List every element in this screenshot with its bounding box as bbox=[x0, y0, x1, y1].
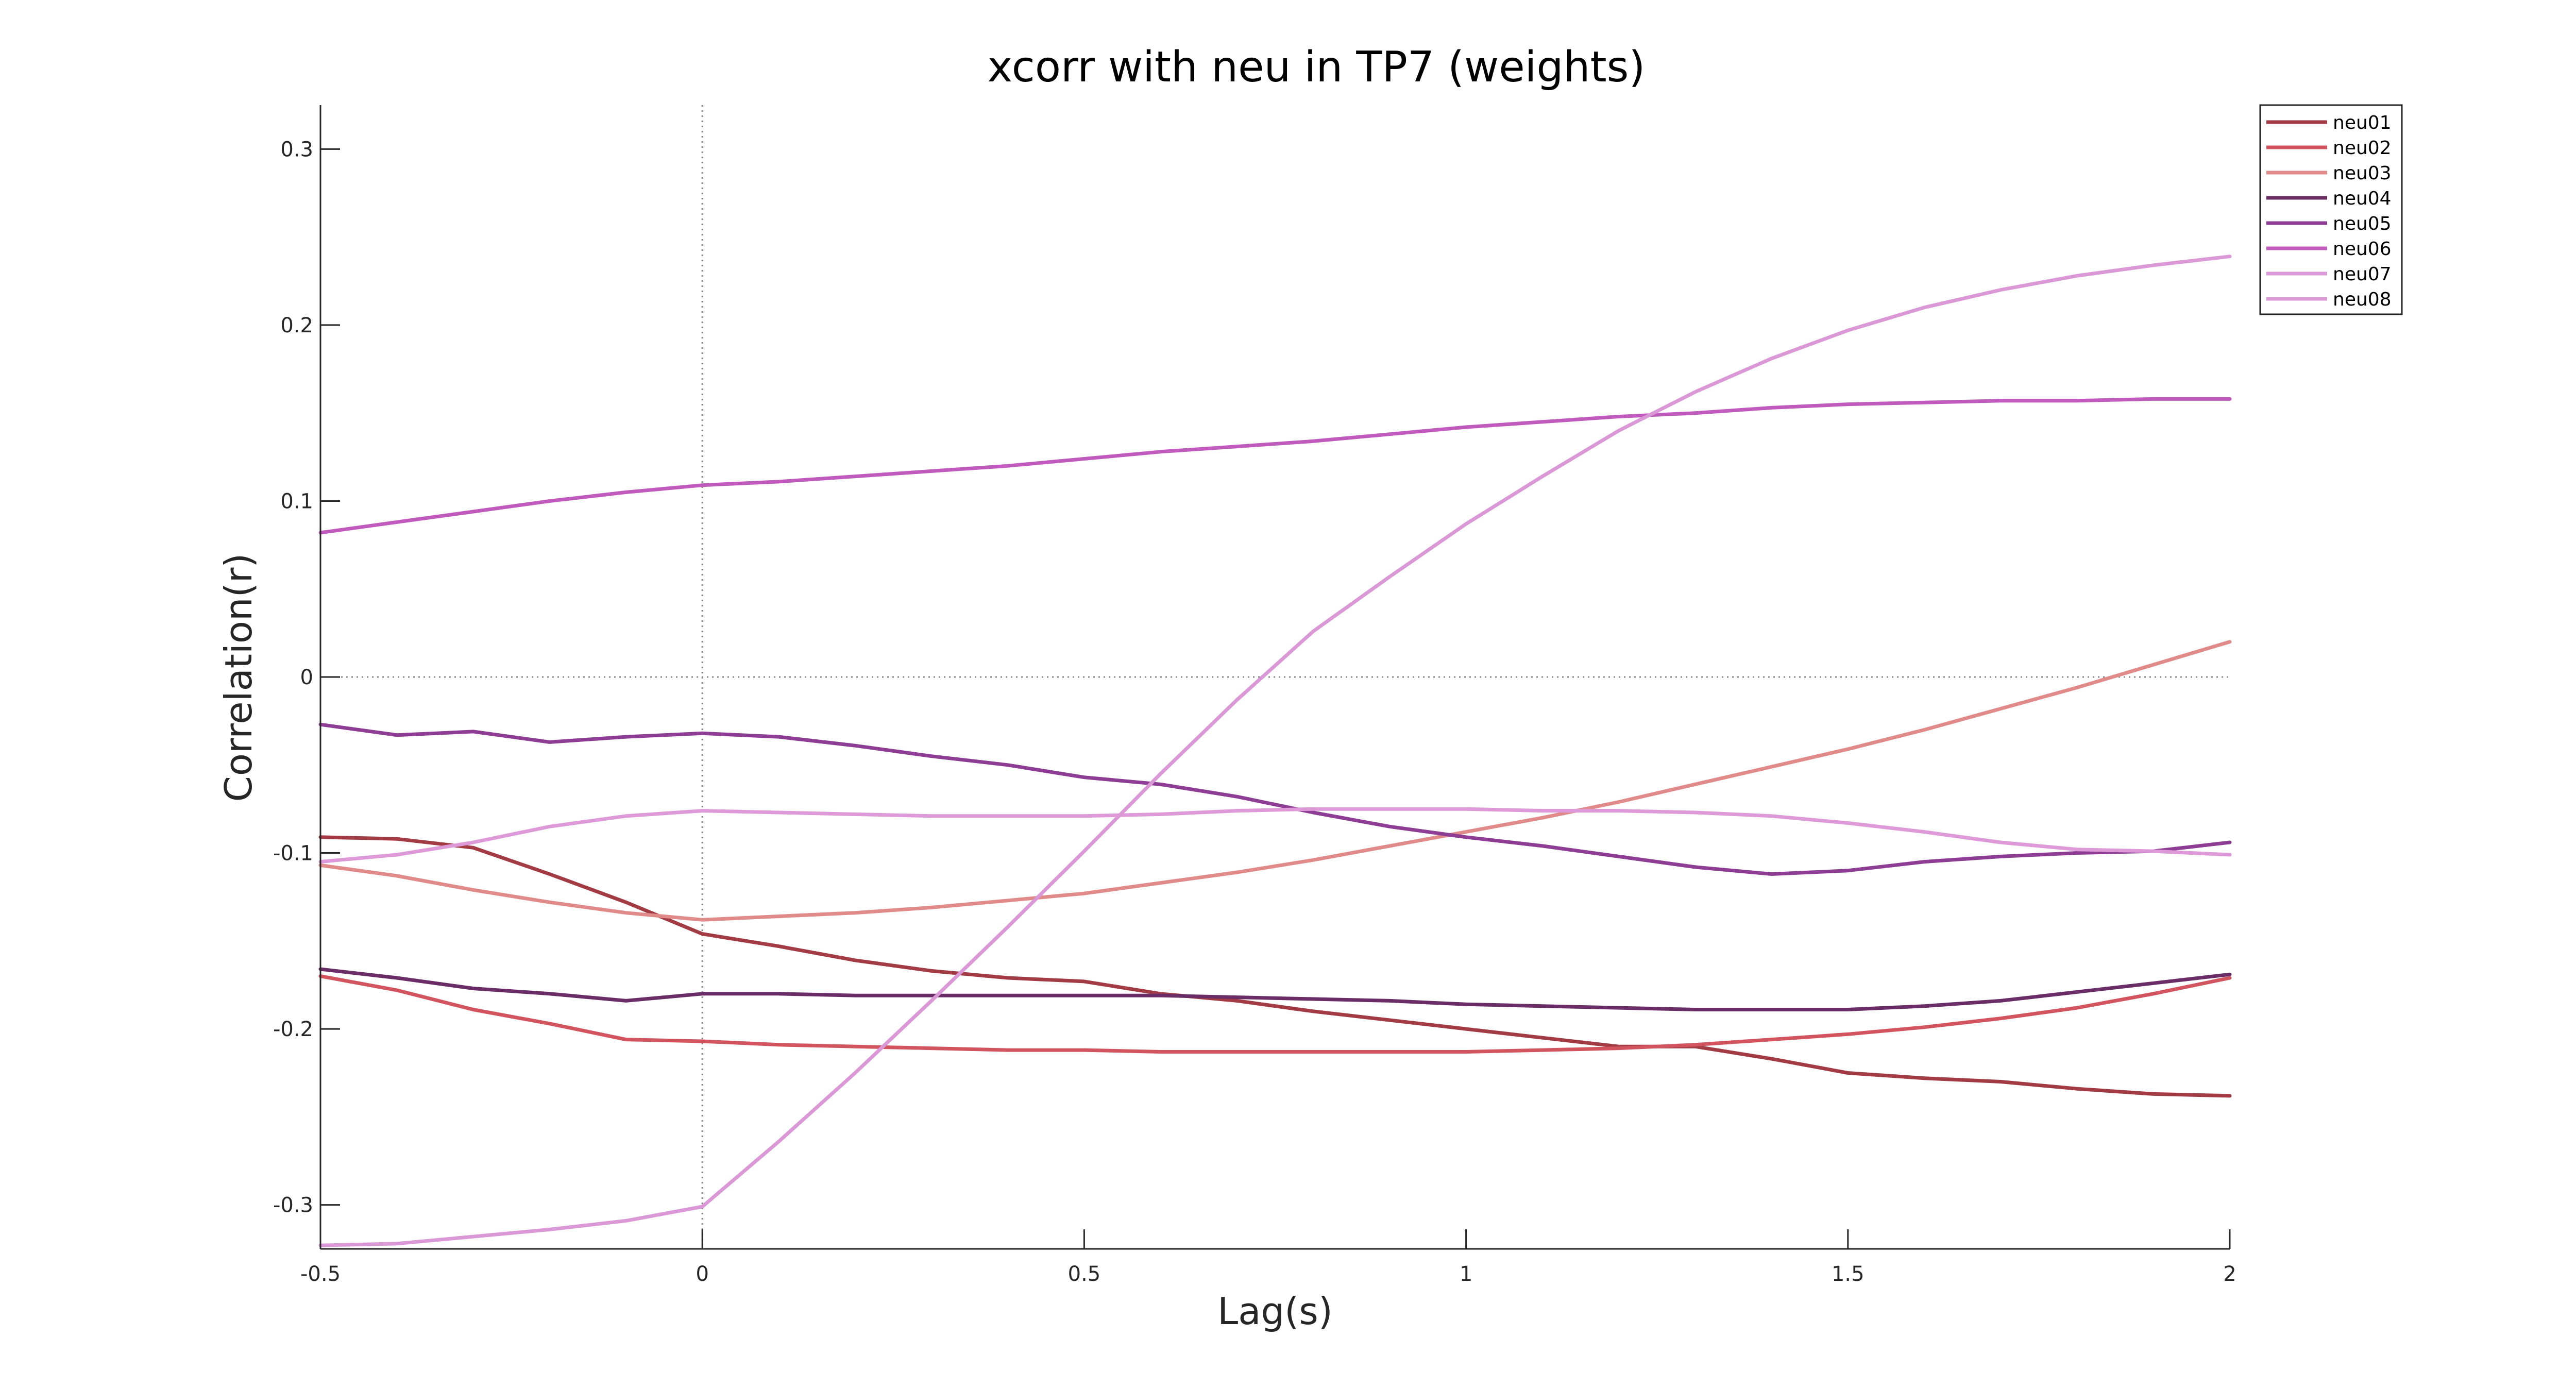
legend-label-neu07: neu07 bbox=[2333, 264, 2392, 285]
y-tick-label: 0.1 bbox=[280, 489, 313, 513]
series-line-neu02 bbox=[318, 974, 2232, 1054]
series-line-neu07 bbox=[318, 807, 2232, 864]
x-tick-label: 0 bbox=[696, 1262, 708, 1286]
series-lines bbox=[318, 255, 2232, 1247]
legend-label-neu08: neu08 bbox=[2333, 289, 2392, 310]
series-line-neu05 bbox=[318, 722, 2232, 876]
series-line-neu03 bbox=[318, 640, 2232, 922]
legend-label-neu05: neu05 bbox=[2333, 213, 2392, 234]
y-tick-label: 0 bbox=[300, 666, 313, 689]
reference-lines bbox=[320, 105, 2230, 1249]
y-tick-label: 0.2 bbox=[280, 314, 313, 337]
x-tick-label: 0.5 bbox=[1068, 1262, 1101, 1286]
series-line-neu01 bbox=[318, 835, 2232, 1098]
x-axis-ticks: -0.5 0 0.5 1 1.5 2 bbox=[300, 1229, 2236, 1286]
legend-label-neu01: neu01 bbox=[2333, 112, 2392, 133]
y-axis-ticks: 0.3 0.2 0.1 0 -0.1 -0.2 -0.3 bbox=[273, 138, 340, 1217]
x-tick-label: -0.5 bbox=[300, 1262, 341, 1286]
y-tick-label: -0.1 bbox=[273, 842, 313, 866]
series-line-neu04 bbox=[318, 967, 2232, 1011]
y-axis-label: Correlation(r) bbox=[217, 553, 260, 802]
chart-title: xcorr with neu in TP7 (weights) bbox=[988, 43, 1646, 92]
x-tick-label: 2 bbox=[2223, 1262, 2236, 1286]
legend-box bbox=[2259, 104, 2403, 315]
legend-label-neu03: neu03 bbox=[2333, 163, 2392, 184]
series-line-neu08 bbox=[318, 255, 2232, 1247]
y-tick-label: 0.3 bbox=[280, 138, 313, 161]
x-tick-label: 1 bbox=[1460, 1262, 1472, 1286]
legend-label-neu06: neu06 bbox=[2333, 239, 2392, 260]
legend-label-neu02: neu02 bbox=[2333, 138, 2392, 159]
legend: neu01 neu02 neu03 neu04 neu05 neu06 neu07 neu08 bbox=[2259, 104, 2403, 315]
legend-label-neu04: neu04 bbox=[2333, 188, 2392, 209]
series-line-neu06 bbox=[318, 397, 2232, 535]
y-tick-label: -0.3 bbox=[273, 1194, 313, 1217]
x-axis-label: Lag(s) bbox=[1217, 1290, 1333, 1333]
y-tick-label: -0.2 bbox=[273, 1018, 313, 1041]
x-tick-label: 1.5 bbox=[1832, 1262, 1865, 1286]
